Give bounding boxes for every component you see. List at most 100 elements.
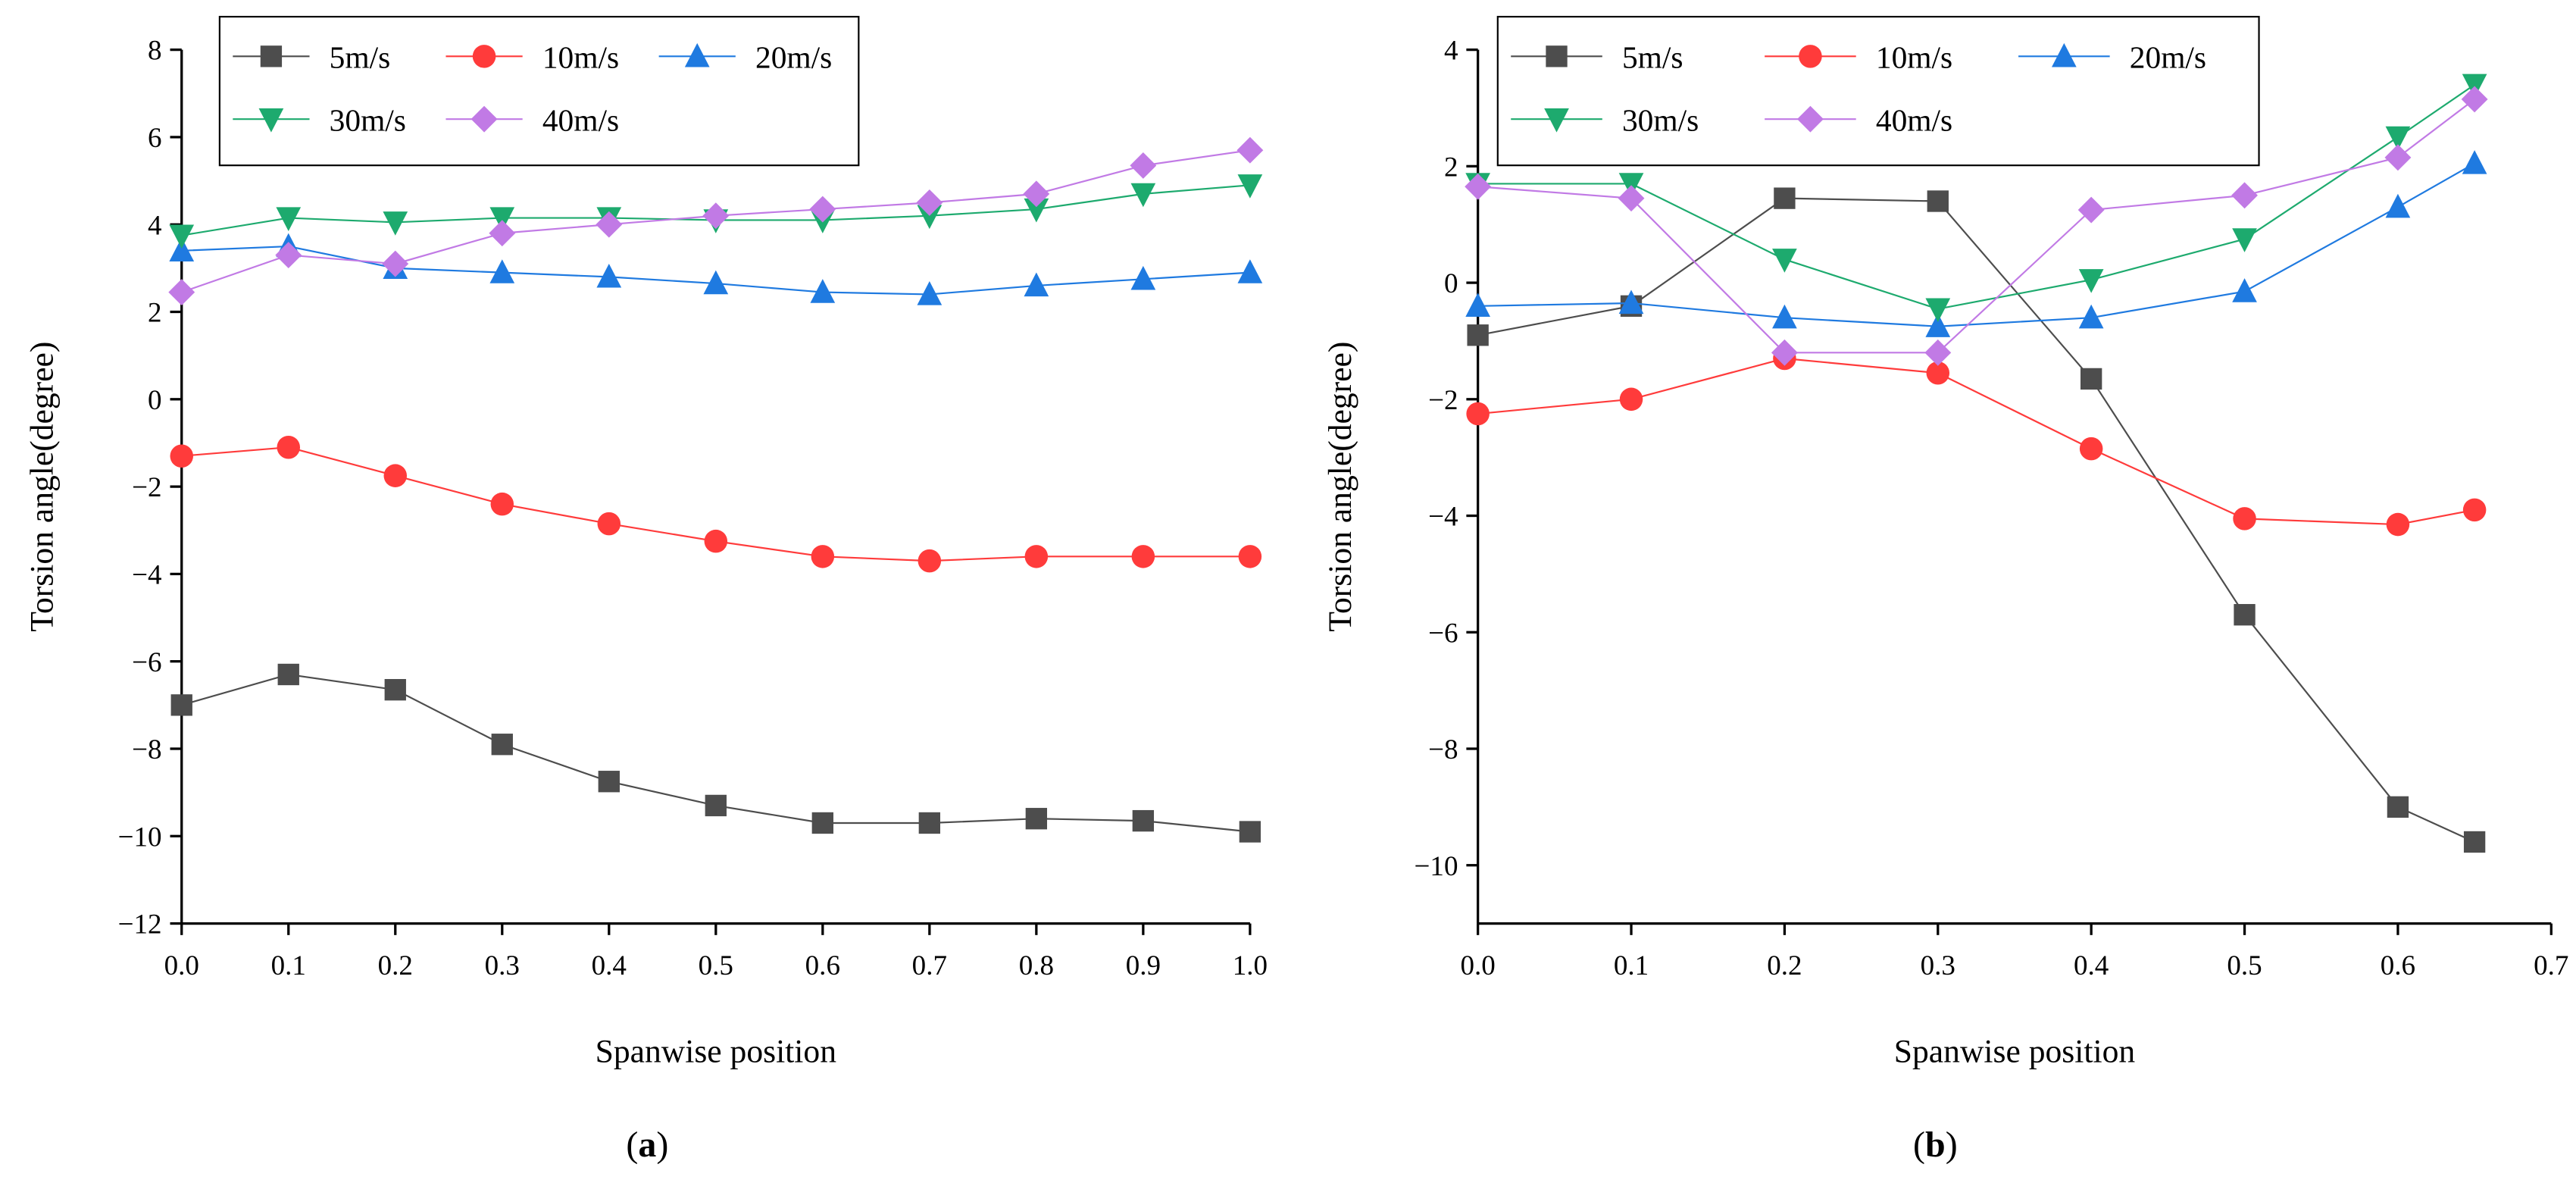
x-tick-label: 0.4 [592,950,627,981]
x-tick-label: 0.4 [2074,950,2109,981]
y-tick-label: 8 [148,36,162,67]
data-point [1465,173,1492,200]
data-point [1024,272,1049,297]
data-point [597,512,621,536]
y-tick-label: −10 [1415,851,1458,882]
data-point [1924,339,1952,366]
y-tick-label: 6 [148,123,162,154]
x-tick-label: 0.8 [1019,950,1054,981]
panel-label: (b) [1913,1125,1958,1165]
data-point [2233,507,2256,530]
data-point [811,812,833,834]
x-tick-label: 0.2 [378,950,413,981]
series-line [1477,99,2475,354]
data-point [598,771,620,793]
data-point [1238,545,1262,568]
data-point [702,202,730,230]
x-tick-label: 0.0 [164,950,199,981]
legend-marker [1544,108,1569,133]
series-line [1477,197,2475,843]
data-point [2078,269,2104,293]
data-point [491,734,513,756]
series-line [1477,83,2475,310]
x-axis-label: Spanwise position [596,1034,837,1070]
data-point [1132,809,1155,832]
data-point [383,464,408,487]
data-point [2080,368,2102,390]
data-point [2462,74,2487,99]
data-point [1023,180,1050,208]
legend-marker [1799,45,1822,68]
data-point [1237,259,1263,283]
chart-a: 0.0 0.1 0.2 0.3 0.4 0.5 0.6 0.7 0.8 0.9 1.0 −12 −10 −… [24,15,1268,1165]
panel-label: (a) [626,1125,668,1165]
series-10m-per-s [1466,346,2487,537]
x-tick-label: 0.0 [1460,950,1495,981]
data-point [2384,144,2412,171]
x-tick-label: 0.3 [1921,950,1955,981]
data-point [490,492,514,516]
legend-label: 20m/s [755,40,832,75]
series-20m-per-s [169,233,1263,305]
legend: 5m/s 10m/s 20m/s 30m/s 40m/s [1496,15,2260,167]
series-40m-per-s [168,136,1264,306]
data-point [1925,313,1951,337]
data-point [275,242,302,269]
legend-label: 10m/s [1876,40,1952,75]
data-point [2231,182,2258,209]
data-point [1772,304,1797,329]
data-point [1465,293,1490,317]
data-point [1771,339,1798,366]
y-tick-label: 4 [1444,36,1458,67]
x-tick-label: 0.6 [805,950,840,981]
data-point [489,259,515,283]
data-point [1239,821,1261,843]
data-point [2462,498,2487,522]
data-point [1618,173,1644,197]
data-point [1926,361,1950,385]
y-tick-label: −8 [1428,734,1458,765]
data-point [489,220,516,247]
series-40m-per-s [1465,86,2488,366]
data-point [489,207,515,232]
data-point [1619,387,1643,412]
y-tick-label: −8 [132,734,161,765]
series-5m-per-s [1467,187,2486,853]
data-point [918,549,942,573]
data-point [596,263,622,288]
data-point [1130,265,1156,290]
data-point [916,189,943,216]
legend-label: 40m/s [1876,102,1952,137]
x-tick-label: 0.7 [912,950,947,981]
legend-box [1496,15,2260,167]
y-tick-label: −4 [132,559,161,590]
x-tick-label: 0.1 [1614,950,1649,981]
data-point [2463,831,2486,853]
data-point [703,270,729,295]
data-point [1131,545,1155,568]
legend-marker [472,45,496,68]
series-20m-per-s [1465,150,2487,337]
data-point [169,224,195,249]
legend-marker [1546,45,1568,67]
legend: 5m/s 10m/s 20m/s 30m/s 40m/s [218,15,860,167]
data-point [2385,126,2411,151]
legend-box [218,15,860,167]
series-line [1477,357,2475,526]
y-tick-label: −12 [118,909,162,940]
data-point [2386,512,2410,537]
legend-label: 40m/s [542,102,619,137]
data-point [1236,136,1264,164]
series-line [1477,162,2475,327]
data-point [1025,808,1048,830]
legend-label: 30m/s [330,102,406,137]
y-tick-label: 4 [148,210,162,241]
y-tick-label: 0 [148,385,162,416]
legend-marker [258,108,284,133]
x-tick-label: 0.5 [699,950,733,981]
y-tick-label: −2 [1428,385,1458,416]
data-point [918,812,940,834]
data-point [382,250,409,277]
data-point [810,279,836,303]
